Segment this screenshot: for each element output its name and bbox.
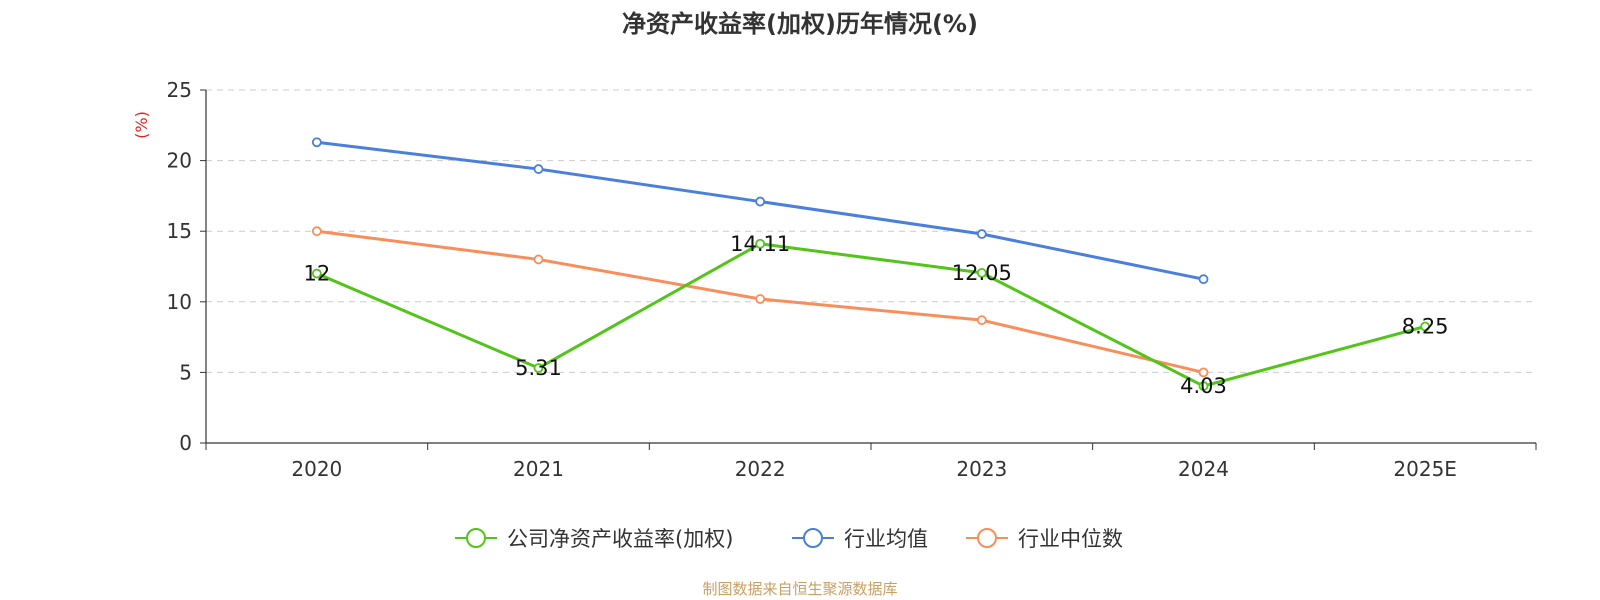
data-point [533,254,544,265]
series-2 [311,226,1209,378]
data-label: 8.25 [1402,315,1449,339]
legend-marker [977,528,997,548]
legend-label: 公司净资产收益率(加权) [507,527,733,551]
source-note: 制图数据来自恒生聚源数据库 [702,580,897,598]
y-tick-label: 25 [167,78,192,102]
x-axis-ticks: 2020 2021 2022 2023 2024 2025E [205,443,1537,481]
x-tick-label: 2024 [1178,457,1229,481]
legend-label: 行业中位数 [1018,527,1123,551]
grid-lines [206,89,1536,373]
data-label: 14.11 [730,232,790,256]
series-line [316,140,1204,281]
y-axis-ticks: 0 5 10 15 20 25 [167,78,206,455]
data-point [311,268,322,279]
data-point [311,137,322,148]
x-tick-label: 2021 [513,457,564,481]
x-tick-label: 2023 [956,457,1007,481]
data-label: 12 [303,262,330,286]
data-point [755,196,766,207]
data-point [311,226,322,237]
legend-item: 行业均值 [792,527,928,551]
legend-marker [803,528,823,548]
data-point [533,363,544,373]
x-tick-label: 2020 [291,457,342,481]
series-lines [311,137,1431,391]
data-point [976,229,987,239]
legend-item: 行业中位数 [966,527,1123,551]
y-tick-label: 20 [167,149,192,173]
data-label: 5.31 [515,356,562,380]
data-label: 12.05 [952,261,1012,285]
series-line [316,242,1426,388]
data-point [1198,274,1209,285]
data-point [976,267,987,278]
y-tick-label: 5 [179,360,192,384]
chart-title: 净资产收益率(加权)历年情况(%) [622,10,978,38]
series-1 [311,137,1209,285]
y-tick-label: 15 [167,219,192,243]
y-tick-label: 0 [179,431,192,455]
series-0 [311,238,1431,391]
data-label: 4.03 [1180,374,1227,398]
data-point [1420,321,1431,332]
y-tick-label: 10 [167,290,192,314]
axes [205,90,1536,444]
legend-label: 行业均值 [844,527,928,551]
x-tick-label: 2025E [1393,457,1457,481]
legend-item: 公司净资产收益率(加权) [455,527,733,551]
legend: 公司净资产收益率(加权) 行业均值 行业中位数 [455,527,1123,551]
data-point [533,164,544,174]
data-point [755,238,766,249]
data-point [1198,367,1209,378]
data-labels: 12 5.31 14.11 12.05 4.03 8.25 [303,232,1448,398]
y-axis-label: (%) [132,111,151,139]
data-point [755,294,766,304]
legend-marker [466,528,486,548]
data-point [1198,381,1209,391]
x-tick-label: 2022 [735,457,786,481]
data-point [976,315,987,326]
